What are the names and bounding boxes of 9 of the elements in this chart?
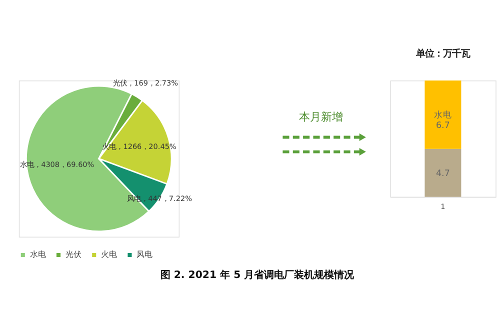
text: 图 2. 2021 年 5 月省调电厂装机规模情况 (160, 269, 356, 282)
series-label: 水电 (434, 110, 452, 121)
category-label: 水电，4308，69.60% (20, 160, 94, 169)
category-label: 光伏，169，2.73% (113, 78, 178, 88)
x-tick-label: 1 (440, 202, 446, 211)
chart-title: 单位：万千瓦 (414, 48, 470, 60)
data-label: 6.7 (436, 120, 450, 131)
data-label: 4.7 (436, 168, 450, 179)
text: 本月新增 (299, 110, 344, 124)
